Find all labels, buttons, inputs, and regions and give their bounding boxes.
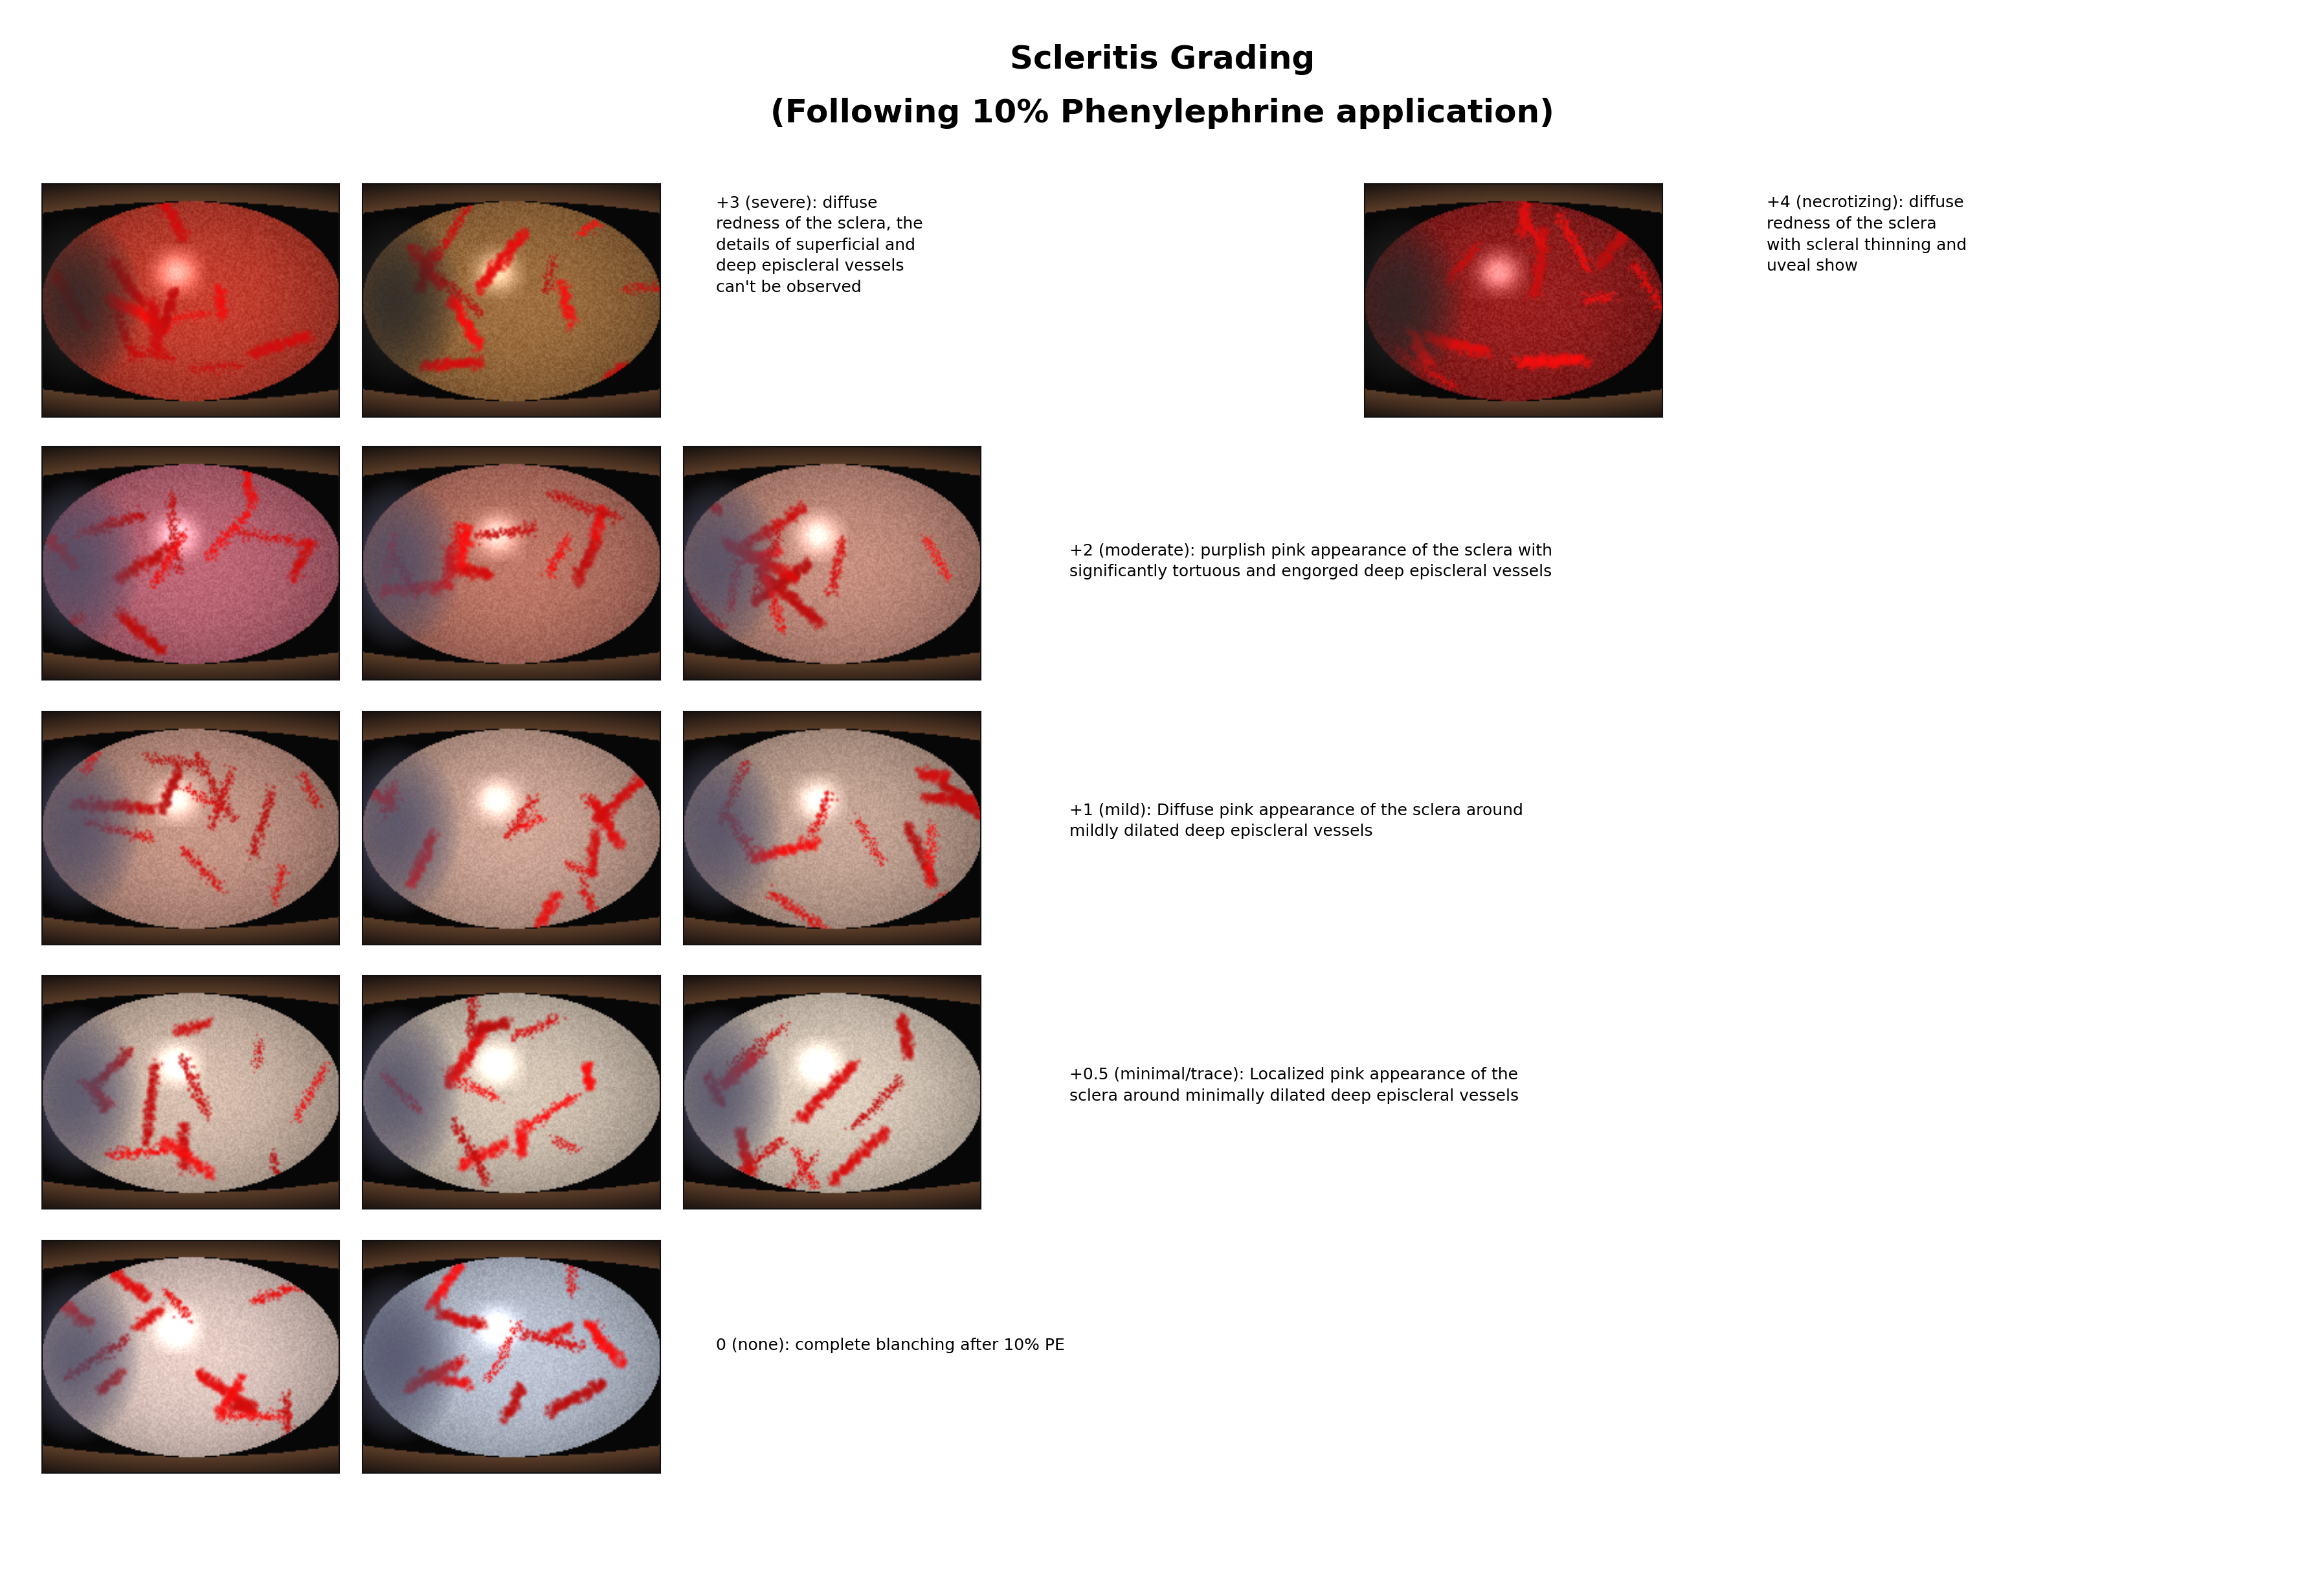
Text: 0 (none): complete blanching after 10% PE: 0 (none): complete blanching after 10% P… <box>716 1338 1064 1354</box>
Text: +3 (severe): diffuse
redness of the sclera, the
details of superficial and
deep : +3 (severe): diffuse redness of the scle… <box>716 195 923 294</box>
Text: (Following 10% Phenylephrine application): (Following 10% Phenylephrine application… <box>769 98 1555 129</box>
Text: +2 (moderate): purplish pink appearance of the sclera with
significantly tortuou: +2 (moderate): purplish pink appearance … <box>1069 543 1552 579</box>
Text: +1 (mild): Diffuse pink appearance of the sclera around
mildly dilated deep epis: +1 (mild): Diffuse pink appearance of th… <box>1069 803 1522 839</box>
Text: +4 (necrotizing): diffuse
redness of the sclera
with scleral thinning and
uveal : +4 (necrotizing): diffuse redness of the… <box>1766 195 1966 274</box>
Text: Scleritis Grading: Scleritis Grading <box>1009 44 1315 76</box>
Text: +0.5 (minimal/trace): Localized pink appearance of the
sclera around minimally d: +0.5 (minimal/trace): Localized pink app… <box>1069 1067 1518 1103</box>
